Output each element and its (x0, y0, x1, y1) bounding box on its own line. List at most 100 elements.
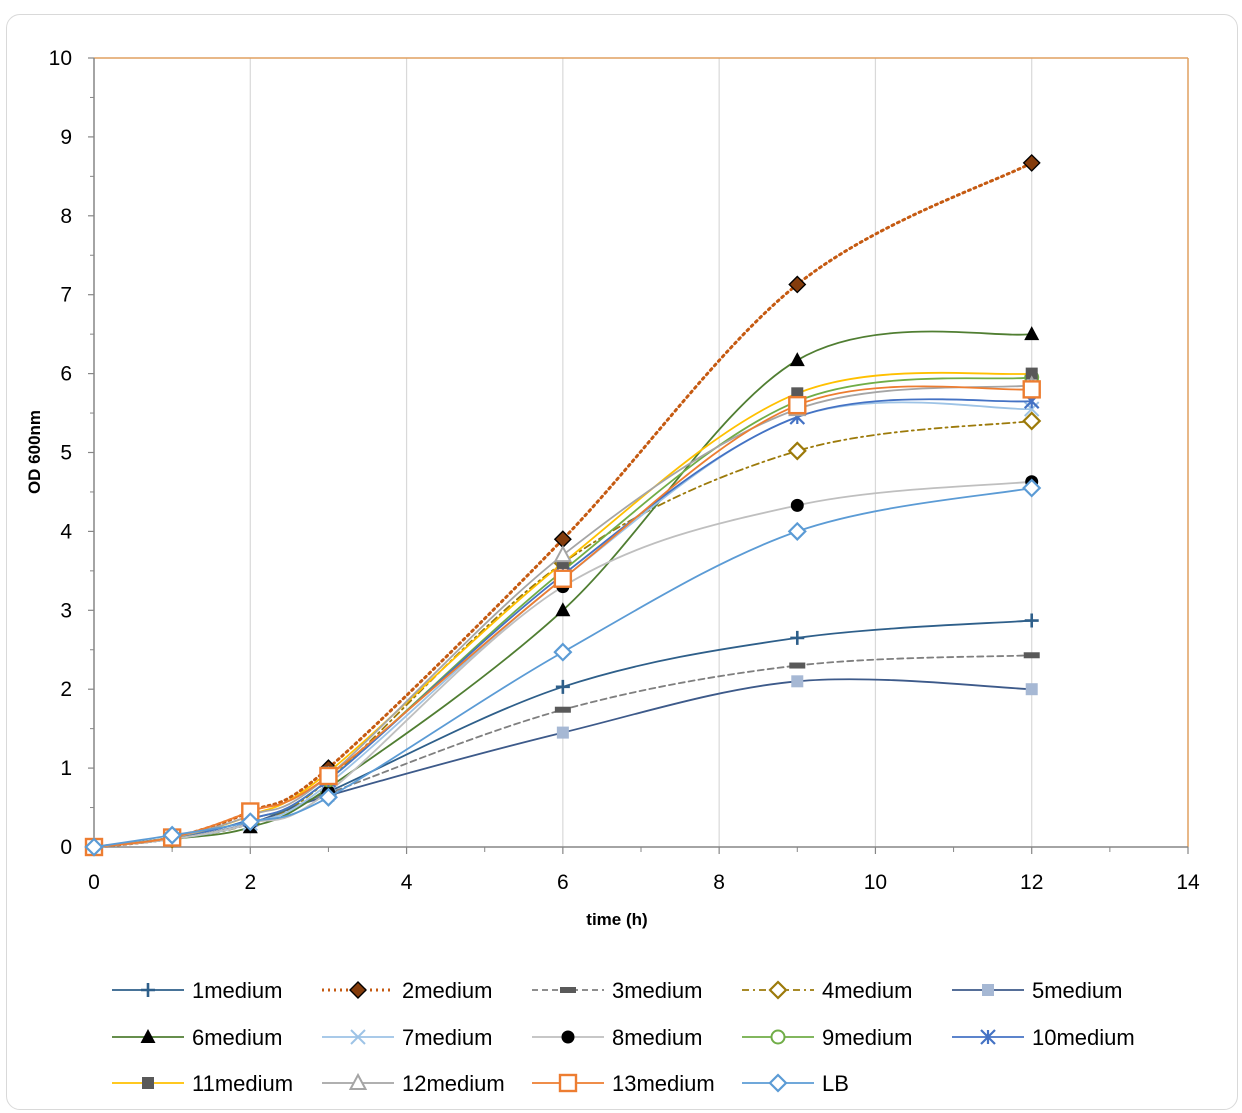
legend-label: 12medium (402, 1071, 505, 1096)
point-1medium-12 (1024, 613, 1039, 628)
point-13medium-9 (788, 395, 807, 415)
x-tick-label: 6 (557, 871, 569, 894)
x-tick-label: 2 (244, 871, 256, 894)
x-tick-label: 8 (713, 871, 725, 894)
point-LB-0 (84, 837, 104, 857)
legend-marker (768, 1073, 788, 1093)
series-line-13medium (93, 385, 1033, 848)
legend-item-9medium: 9medium (742, 1025, 912, 1050)
series-line-LB (93, 487, 1033, 848)
point-3medium-9 (789, 662, 806, 669)
y-tick-label: 9 (60, 126, 72, 149)
legend-item-4medium: 4medium (742, 978, 912, 1003)
legend-label: 5medium (1032, 978, 1122, 1003)
legend-marker (558, 1073, 578, 1093)
point-6medium-6 (555, 602, 571, 617)
point-8medium-9 (790, 498, 804, 512)
plot-area (84, 153, 1042, 857)
legend-item-10medium: 10medium (952, 1025, 1135, 1050)
legend-label: 8medium (612, 1025, 702, 1050)
legend-label: 7medium (402, 1025, 492, 1050)
series-LB (84, 478, 1042, 857)
y-tick-label: 7 (60, 284, 72, 307)
legend-label: LB (822, 1071, 849, 1096)
legend-marker (350, 1029, 366, 1045)
legend-marker (349, 981, 367, 999)
series-line-8medium (93, 480, 1033, 848)
point-13medium-12 (1022, 380, 1041, 399)
point-4medium-12 (1022, 411, 1042, 431)
legend-item-13medium: 13medium (532, 1071, 715, 1096)
y-tick-label: 2 (60, 678, 72, 701)
legend-marker (980, 1029, 996, 1045)
point-2medium-12 (1022, 153, 1041, 172)
y-tick-label: 6 (60, 363, 72, 386)
point-1medium-9 (790, 630, 805, 645)
legend-marker (142, 1077, 154, 1089)
y-axis-title: OD 600nm (25, 410, 44, 494)
point-LB-1 (162, 825, 182, 845)
legend-label: 11medium (192, 1071, 293, 1096)
x-tick-label: 4 (401, 871, 413, 894)
point-2medium-9 (788, 275, 807, 294)
legend-marker (770, 1029, 786, 1045)
x-tick-label: 12 (1020, 871, 1043, 894)
legend-label: 2medium (402, 978, 492, 1003)
legend-marker (982, 984, 994, 996)
point-3medium-12 (1023, 652, 1040, 659)
legend-item-11medium: 11medium (112, 1071, 293, 1096)
x-tick-label: 0 (88, 871, 100, 894)
legend-item-6medium: 6medium (112, 1025, 282, 1050)
legend-marker (561, 1030, 575, 1044)
chart-frame (6, 14, 1238, 1110)
x-axis-title: time (h) (586, 910, 647, 929)
point-LB-6 (553, 642, 573, 662)
point-LB-9 (787, 521, 807, 541)
legend-label: 6medium (192, 1025, 282, 1050)
legend-label: 4medium (822, 978, 912, 1003)
legend-item-8medium: 8medium (532, 1025, 702, 1050)
point-13medium-6 (553, 569, 573, 588)
series-line-10medium (93, 398, 1033, 848)
x-tick-label: 10 (864, 871, 887, 894)
legend-item-1medium: 1medium (112, 978, 282, 1003)
point-6medium-12 (1024, 326, 1040, 341)
point-6medium-9 (789, 352, 805, 367)
point-12medium-6 (553, 544, 573, 563)
legend-item-3medium: 3medium (532, 978, 702, 1003)
y-tick-label: 8 (60, 205, 72, 228)
legend-item-12medium: 12medium (322, 1071, 505, 1096)
point-LB-2 (240, 812, 260, 832)
legend-label: 1medium (192, 978, 282, 1003)
series-line-6medium (93, 330, 1033, 848)
legend-marker (768, 980, 788, 1000)
point-3medium-6 (554, 706, 571, 713)
point-LB-12 (1022, 478, 1042, 498)
legend-label: 13medium (612, 1071, 715, 1096)
point-13medium-3 (319, 766, 338, 786)
legend-marker (141, 983, 155, 997)
legend-label: 3medium (612, 978, 702, 1003)
legend-item-5medium: 5medium (952, 978, 1122, 1003)
legend-label: 9medium (822, 1025, 912, 1050)
y-tick-label: 10 (49, 47, 72, 70)
legend-marker (140, 1029, 156, 1043)
legend-label: 10medium (1032, 1025, 1135, 1050)
legend-item-LB: LB (742, 1071, 849, 1096)
point-5medium-9 (791, 675, 804, 688)
point-1medium-6 (555, 679, 570, 694)
point-11medium-12 (1025, 367, 1038, 380)
point-5medium-12 (1025, 683, 1038, 696)
y-tick-label: 3 (60, 599, 72, 622)
legend-item-2medium: 2medium (322, 978, 492, 1003)
point-LB-3 (318, 787, 338, 807)
y-tick-label: 4 (60, 520, 72, 543)
legend: 1medium 2medium 3medium 4medium 5medium 6medi… (112, 978, 1135, 1096)
y-tick-label: 0 (60, 836, 72, 859)
legend-item-7medium: 7medium (322, 1025, 492, 1050)
x-tick-label: 14 (1176, 871, 1200, 894)
y-tick-label: 5 (60, 442, 72, 465)
y-tick-label: 1 (60, 757, 72, 780)
